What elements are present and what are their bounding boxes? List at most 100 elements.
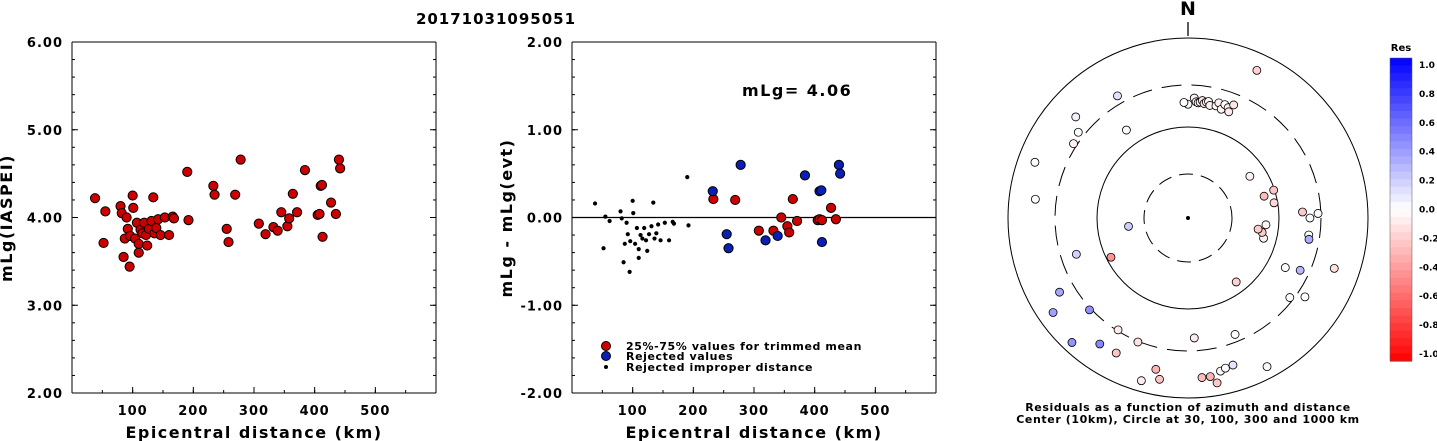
station-magnitude-point [127, 190, 138, 201]
azimuth-residual-point [1179, 98, 1189, 107]
magnitude-plot-y-tick-label: 2.00 [27, 387, 63, 402]
magnitude-plot-x-tick-label: 200 [178, 404, 208, 419]
colorbar-cell [1390, 247, 1412, 256]
station-magnitude-point [235, 154, 246, 165]
azimuth-residual-point [1304, 234, 1314, 244]
colorbar-tick-label: 0.0 [1419, 206, 1435, 216]
azimuth-residual-point [1228, 360, 1238, 370]
azimuth-residual-point [1212, 378, 1222, 388]
azimuth-residual-point [1305, 213, 1315, 223]
colorbar-cell [1390, 65, 1412, 74]
colorbar-cell [1390, 179, 1412, 188]
accepted-residual-point [753, 225, 764, 236]
azimuth-residual-point [1048, 308, 1058, 317]
ring-30km [1143, 173, 1233, 263]
rejected-residual-point [760, 235, 771, 246]
improper-distance-point [632, 241, 638, 246]
colorbar-tick-label: -0.4 [1419, 263, 1437, 273]
colorbar-cell [1390, 209, 1412, 218]
colorbar-cell [1390, 277, 1412, 286]
improper-distance-point [685, 175, 690, 180]
improper-distance-point [643, 238, 649, 243]
azimuth-residual-point [1221, 363, 1230, 373]
colorbar-cell [1390, 239, 1412, 248]
residual-plot-x-label: Epicentral distance (km) [625, 423, 882, 441]
colorbar-title: Res [1391, 43, 1411, 54]
colorbar-cell [1390, 118, 1412, 127]
ring-1000km [1007, 37, 1369, 399]
azimuth-residual-point [1133, 337, 1143, 347]
colorbar-cell [1390, 95, 1412, 105]
station-magnitude-point [163, 229, 175, 241]
colorbar-tick-label: -0.8 [1419, 321, 1437, 331]
azimuth-residual-point [1113, 325, 1123, 335]
azimuth-residual-point [1205, 372, 1215, 382]
azimuth-residual-point [1245, 171, 1255, 181]
colorbar-cell [1390, 224, 1412, 233]
rejected-residual-point [707, 186, 718, 197]
station-magnitude-point [223, 236, 234, 248]
improper-distance-point [651, 200, 656, 205]
improper-distance-point [618, 209, 623, 214]
improper-distance-point [630, 198, 635, 203]
magnitude-plot-y-tick-label: 6.00 [27, 36, 63, 51]
accepted-residual-point [816, 215, 828, 226]
station-magnitude-point [221, 223, 232, 235]
colorbar-cell [1390, 232, 1412, 241]
station-magnitude-point [230, 189, 241, 200]
colorbar-cell [1390, 111, 1412, 120]
azimuth-residual-point [1095, 339, 1105, 349]
improper-distance-point [646, 232, 652, 237]
station-magnitude-point [208, 180, 219, 192]
improper-distance-point [638, 232, 643, 238]
magnitude-plot-y-tick-label: 5.00 [27, 124, 63, 139]
azimuth-residual-point [1298, 207, 1307, 217]
colorbar-cell [1390, 345, 1412, 355]
colorbar-tick-label: -1.0 [1419, 350, 1437, 360]
legend-accepted-marker [601, 341, 611, 351]
colorbar-cell [1390, 330, 1412, 339]
azimuth-residual-point [1285, 293, 1295, 302]
azimuth-residual-point [1106, 252, 1116, 262]
station-magnitude-point [314, 208, 325, 220]
accepted-residual-point [730, 194, 741, 206]
legend-accepted-label: 25%-75% values for trimmed mean [626, 340, 862, 353]
accepted-residual-point [791, 215, 803, 227]
accepted-residual-point [825, 202, 837, 213]
station-magnitude-point [142, 240, 153, 251]
magnitude-plot-x-tick-label: 400 [300, 404, 330, 419]
rejected-residual-point [816, 185, 827, 196]
azimuth-residual-point [1085, 305, 1094, 315]
improper-distance-point [628, 239, 633, 244]
station-magnitude-point [155, 229, 166, 241]
azimuth-residual-point [1030, 194, 1040, 204]
azimuth-residual-point [1229, 100, 1239, 110]
magnitude-plot: Epicentral distance (km) mLg(IASPEI) 100… [0, 36, 437, 441]
azimuth-residual-point [1197, 373, 1207, 382]
colorbar-cell [1390, 217, 1412, 226]
colorbar-cell [1390, 323, 1412, 332]
station-magnitude-point [133, 247, 144, 258]
improper-distance-point [640, 236, 645, 241]
colorbar-cell [1390, 194, 1412, 203]
azimuth-residual-point [1259, 191, 1269, 201]
improper-distance-point [634, 225, 640, 231]
station-magnitude-point [276, 207, 287, 218]
station-magnitude-point [335, 163, 346, 174]
improper-distance-point [658, 238, 663, 243]
colorbar-cell [1390, 126, 1412, 135]
residual-plot-x-tick-label: 100 [618, 404, 648, 419]
colorbar-cell [1390, 164, 1412, 173]
station-magnitude-point [253, 218, 264, 229]
improper-distance-point [636, 255, 641, 260]
accepted-residual-point [787, 193, 798, 205]
improper-distance-point [627, 269, 632, 275]
azimuth-residual-point [1055, 287, 1064, 297]
improper-distance-point [636, 246, 641, 252]
colorbar-cell [1390, 262, 1412, 271]
improper-distance-point [607, 218, 612, 224]
improper-distance-point [631, 211, 636, 216]
accepted-residual-point [776, 212, 787, 223]
azimuth-residual-point [1329, 263, 1339, 273]
rejected-residual-point [723, 243, 734, 254]
